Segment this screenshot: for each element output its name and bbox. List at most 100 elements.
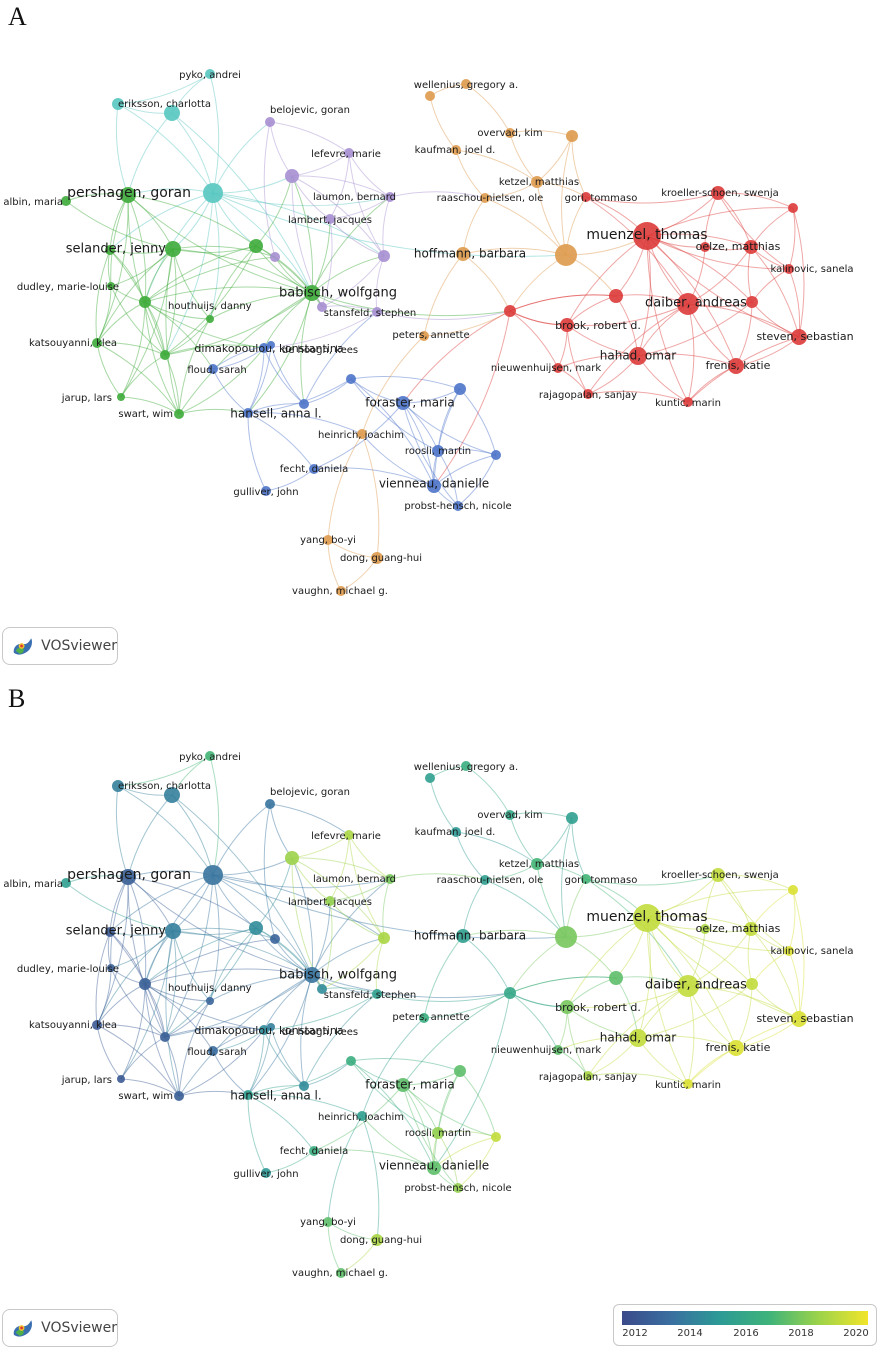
- author-node[interactable]: [425, 91, 435, 101]
- author-node[interactable]: [372, 989, 382, 999]
- author-node[interactable]: [267, 341, 275, 349]
- author-node[interactable]: [633, 222, 661, 250]
- author-node[interactable]: [92, 1020, 102, 1030]
- author-node[interactable]: [61, 196, 71, 206]
- author-node[interactable]: [581, 192, 591, 202]
- author-node[interactable]: [683, 397, 693, 407]
- author-node[interactable]: [259, 1025, 269, 1035]
- author-node[interactable]: [174, 409, 184, 419]
- author-node[interactable]: [419, 1013, 429, 1023]
- author-node[interactable]: [451, 145, 461, 155]
- author-node[interactable]: [117, 1075, 125, 1083]
- author-node[interactable]: [711, 186, 725, 200]
- author-node[interactable]: [344, 830, 354, 840]
- author-node[interactable]: [583, 1071, 593, 1081]
- author-node[interactable]: [744, 240, 758, 254]
- author-node[interactable]: [419, 331, 429, 341]
- author-node[interactable]: [432, 1127, 444, 1139]
- author-node[interactable]: [480, 193, 490, 203]
- author-node[interactable]: [249, 921, 263, 935]
- author-node[interactable]: [61, 878, 71, 888]
- author-node[interactable]: [451, 827, 461, 837]
- author-node[interactable]: [112, 98, 124, 110]
- author-node[interactable]: [427, 1161, 441, 1175]
- author-node[interactable]: [385, 192, 395, 202]
- author-node[interactable]: [265, 117, 275, 127]
- author-node[interactable]: [299, 1081, 309, 1091]
- author-node[interactable]: [505, 810, 515, 820]
- author-node[interactable]: [553, 363, 563, 373]
- author-node[interactable]: [491, 1132, 501, 1142]
- author-node[interactable]: [160, 1032, 170, 1042]
- author-node[interactable]: [791, 329, 807, 345]
- author-node[interactable]: [206, 997, 214, 1005]
- author-node[interactable]: [531, 858, 543, 870]
- author-node[interactable]: [203, 865, 223, 885]
- author-node[interactable]: [285, 851, 299, 865]
- author-node[interactable]: [346, 1056, 356, 1066]
- author-node[interactable]: [120, 187, 136, 203]
- author-node[interactable]: [432, 445, 444, 457]
- author-node[interactable]: [372, 307, 382, 317]
- author-node[interactable]: [357, 1111, 367, 1121]
- author-node[interactable]: [425, 773, 435, 783]
- author-node[interactable]: [325, 896, 335, 906]
- author-node[interactable]: [504, 305, 516, 317]
- author-node[interactable]: [323, 535, 333, 545]
- author-node[interactable]: [677, 293, 699, 315]
- author-node[interactable]: [700, 242, 710, 252]
- author-node[interactable]: [728, 358, 744, 374]
- author-node[interactable]: [285, 169, 299, 183]
- author-node[interactable]: [164, 787, 180, 803]
- author-node[interactable]: [461, 761, 471, 771]
- author-node[interactable]: [700, 924, 710, 934]
- author-node[interactable]: [385, 874, 395, 884]
- author-node[interactable]: [371, 552, 383, 564]
- author-node[interactable]: [396, 396, 410, 410]
- author-node[interactable]: [243, 408, 253, 418]
- author-node[interactable]: [208, 1046, 218, 1056]
- author-node[interactable]: [453, 1183, 463, 1193]
- author-node[interactable]: [378, 932, 390, 944]
- author-node[interactable]: [378, 250, 390, 262]
- author-node[interactable]: [357, 429, 367, 439]
- author-node[interactable]: [629, 1029, 647, 1047]
- author-node[interactable]: [553, 1045, 563, 1055]
- author-node[interactable]: [112, 780, 124, 792]
- author-node[interactable]: [160, 350, 170, 360]
- author-node[interactable]: [454, 383, 466, 395]
- author-node[interactable]: [456, 247, 470, 261]
- author-node[interactable]: [784, 264, 794, 274]
- author-node[interactable]: [344, 148, 354, 158]
- author-node[interactable]: [317, 984, 327, 994]
- author-node[interactable]: [456, 929, 470, 943]
- author-node[interactable]: [788, 885, 798, 895]
- author-node[interactable]: [711, 868, 725, 882]
- author-node[interactable]: [105, 927, 115, 937]
- author-node[interactable]: [107, 964, 115, 972]
- author-node[interactable]: [208, 364, 218, 374]
- author-node[interactable]: [165, 923, 181, 939]
- author-node[interactable]: [609, 971, 623, 985]
- author-node[interactable]: [267, 1023, 275, 1031]
- author-node[interactable]: [323, 1217, 333, 1227]
- author-node[interactable]: [746, 978, 758, 990]
- author-node[interactable]: [560, 318, 574, 332]
- author-node[interactable]: [788, 203, 798, 213]
- author-node[interactable]: [270, 934, 280, 944]
- author-node[interactable]: [164, 105, 180, 121]
- author-node[interactable]: [566, 812, 578, 824]
- author-node[interactable]: [139, 296, 151, 308]
- author-node[interactable]: [336, 1268, 346, 1278]
- author-node[interactable]: [371, 1234, 383, 1246]
- author-node[interactable]: [566, 130, 578, 142]
- author-node[interactable]: [309, 1146, 319, 1156]
- author-node[interactable]: [317, 302, 327, 312]
- author-node[interactable]: [427, 479, 441, 493]
- author-node[interactable]: [677, 975, 699, 997]
- author-node[interactable]: [346, 374, 356, 384]
- author-node[interactable]: [205, 69, 215, 79]
- author-node[interactable]: [206, 315, 214, 323]
- author-node[interactable]: [270, 252, 280, 262]
- author-node[interactable]: [120, 869, 136, 885]
